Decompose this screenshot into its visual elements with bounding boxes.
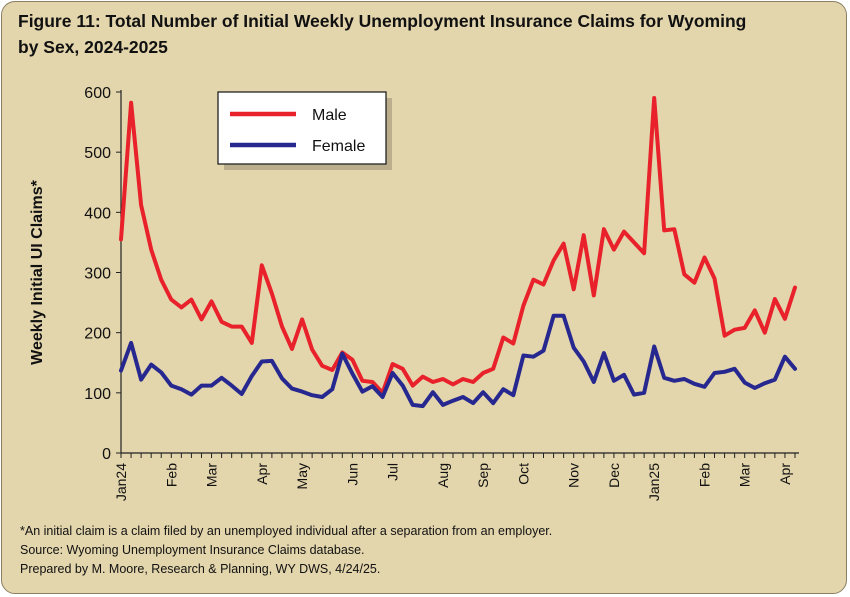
title-line-1: Figure 11: Total Number of Initial Weekl… [18,11,747,31]
y-tick-label: 600 [84,85,111,102]
x-tick-label: Apr [777,463,793,485]
footnote-prepared-by: Prepared by M. Moore, Research & Plannin… [20,562,381,576]
x-tick-label: Jul [385,463,401,481]
x-tick-label: Jan25 [646,463,662,501]
series-line-male [119,96,797,395]
y-tick-label: 200 [84,326,111,343]
x-tick-label: Nov [566,463,582,488]
x-tick-label: Oct [515,463,531,485]
x-tick-label: Mar [737,463,753,487]
x-tick-label: Aug [435,463,451,488]
legend-box [217,91,387,165]
x-tick-label: Apr [254,463,270,485]
footnote-definition: *An initial claim is a claim filed by an… [20,524,553,538]
legend-label-female: Female [312,138,365,155]
x-tick-label: Jun [344,463,360,486]
x-tick-label: May [294,463,310,489]
y-tick-label: 400 [84,205,111,222]
y-tick-label: 500 [84,145,111,162]
y-tick-label: 0 [102,446,111,463]
series-line-female [119,313,797,409]
y-tick-label: 100 [84,386,111,403]
figure-title: Figure 11: Total Number of Initial Weekl… [18,8,818,60]
footnote-source: Source: Wyoming Unemployment Insurance C… [20,543,365,557]
x-tick-label: Dec [606,463,622,488]
x-tick-label: Feb [696,463,712,487]
x-tick-label: Sep [475,463,491,488]
legend-label-male: Male [312,107,347,124]
y-tick-label: 300 [84,266,111,283]
y-axis-title: Weekly Initial UI Claims* [29,179,46,364]
title-line-2: by Sex, 2024-2025 [18,37,168,57]
x-tick-label: Feb [163,463,179,487]
x-tick-label: Mar [204,463,220,487]
footnotes: *An initial claim is a claim filed by an… [20,522,552,579]
x-tick-label: Jan24 [113,463,129,501]
